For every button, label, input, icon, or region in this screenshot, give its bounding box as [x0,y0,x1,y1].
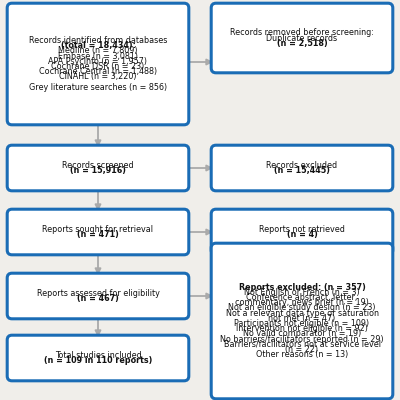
Text: Records screened: Records screened [62,161,134,170]
FancyBboxPatch shape [211,3,393,73]
Text: Records excluded: Records excluded [266,161,338,170]
FancyBboxPatch shape [7,209,189,255]
FancyBboxPatch shape [211,243,393,399]
Text: not met (n = 47): not met (n = 47) [268,314,336,323]
Text: (n = 15,445): (n = 15,445) [274,166,330,175]
Text: Not a relevant data type or saturation: Not a relevant data type or saturation [226,309,378,318]
Text: (n = 4): (n = 4) [286,230,318,239]
Text: Grey literature searches (n = 856): Grey literature searches (n = 856) [29,83,167,92]
FancyBboxPatch shape [7,335,189,381]
Text: Medline (n = 7,809): Medline (n = 7,809) [58,46,138,56]
Text: Records identified from databases: Records identified from databases [29,36,167,45]
Text: (n = 109 in 110 reports): (n = 109 in 110 reports) [44,356,152,365]
Text: No valid comparator (n = 19): No valid comparator (n = 19) [243,330,361,338]
FancyBboxPatch shape [211,145,393,191]
Text: Conference abstract, letter,: Conference abstract, letter, [246,293,358,302]
Text: Duplicate records: Duplicate records [266,34,338,42]
Text: APA PsycInfo (n = 1,957): APA PsycInfo (n = 1,957) [48,57,148,66]
Text: Total studies included: Total studies included [55,351,141,360]
Text: Cochrane DSR (n = 23): Cochrane DSR (n = 23) [51,62,145,71]
Text: No barriers/facilitators reported (n = 29): No barriers/facilitators reported (n = 2… [220,335,384,344]
Text: Other reasons (n = 13): Other reasons (n = 13) [256,350,348,359]
Text: Intervention not eligible (n = 92): Intervention not eligible (n = 92) [236,324,368,333]
Text: Reports assessed for eligibility: Reports assessed for eligibility [36,289,160,298]
Text: (total = 18,434):: (total = 18,434): [60,41,136,50]
Text: Not English or French (n = 3): Not English or French (n = 3) [244,288,360,297]
Text: CINAHL (n = 3,220): CINAHL (n = 3,220) [59,72,137,82]
Text: Reports not retrieved: Reports not retrieved [259,225,345,234]
Text: (n = 2,518): (n = 2,518) [277,39,327,48]
FancyBboxPatch shape [7,273,189,319]
Text: Records removed before screening:: Records removed before screening: [230,28,374,37]
FancyBboxPatch shape [211,209,393,255]
FancyBboxPatch shape [7,145,189,191]
Text: Barriers/facilitators not at service level: Barriers/facilitators not at service lev… [224,340,380,349]
Text: (n = 22): (n = 22) [286,345,318,354]
Text: (n = 471): (n = 471) [77,230,119,239]
Text: Reports excluded: (n = 357): Reports excluded: (n = 357) [238,283,366,292]
Text: Not an eligible study design (n = 23): Not an eligible study design (n = 23) [228,304,376,312]
Text: (n = 467): (n = 467) [77,294,119,303]
Text: Reports sought for retrieval: Reports sought for retrieval [42,225,154,234]
Text: Cochrane Central (n = 1,488): Cochrane Central (n = 1,488) [39,67,157,76]
FancyBboxPatch shape [7,3,189,125]
Text: Embase (n = 3,081): Embase (n = 3,081) [58,52,138,61]
Text: commentary, news brief (n = 19): commentary, news brief (n = 19) [235,298,369,307]
Text: Participants not eligible (n = 109): Participants not eligible (n = 109) [234,319,370,328]
Text: (n = 15,916): (n = 15,916) [70,166,126,175]
